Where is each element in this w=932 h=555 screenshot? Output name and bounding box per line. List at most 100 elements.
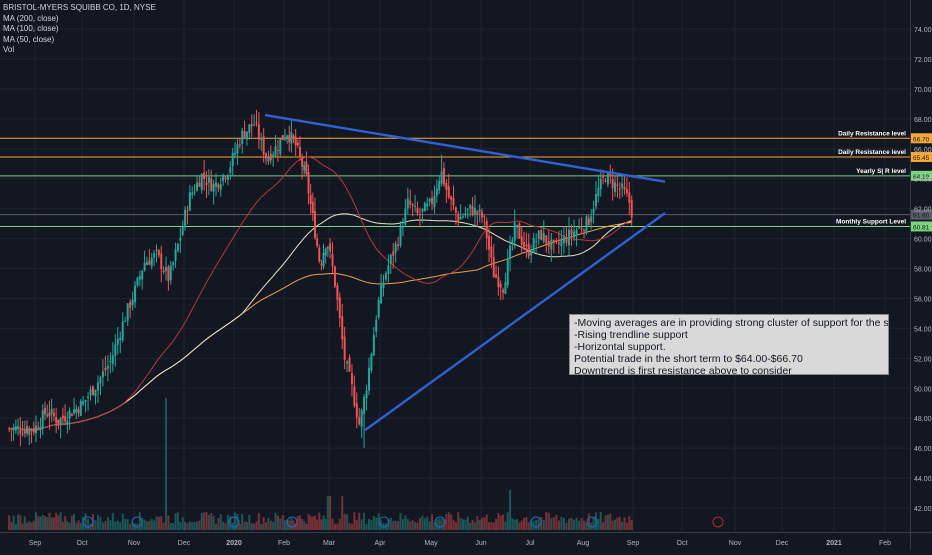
candle-body [8, 428, 11, 430]
volume-bar [473, 522, 476, 530]
volume-bar [547, 512, 550, 530]
candle-body [329, 243, 332, 252]
volume-bar [401, 519, 404, 530]
candle-body [248, 124, 251, 133]
volume-bar [50, 517, 53, 530]
volume-bar [502, 514, 505, 530]
volume-bar [537, 519, 540, 530]
volume-bar [188, 521, 191, 530]
volume-bar [215, 523, 218, 530]
ma-50-line [9, 156, 632, 431]
candle-body [509, 245, 512, 260]
volume-bar [509, 490, 512, 530]
volume-bar [307, 513, 310, 530]
volume-bar [462, 519, 465, 530]
downtrend-line[interactable] [264, 113, 666, 183]
candle-body [414, 205, 417, 207]
candle-body [35, 425, 38, 434]
candle-body [447, 186, 450, 198]
event-markers [82, 516, 724, 528]
candle-body [160, 253, 163, 270]
legend-ma-100[interactable]: MA (100, close) [3, 24, 59, 33]
volume-bar [495, 518, 498, 530]
price-tick-label: 74.00 [914, 27, 932, 34]
volume-bar [389, 517, 392, 530]
candle-body [111, 355, 114, 365]
volume-bar [55, 512, 58, 530]
volume-bar [380, 520, 383, 530]
candle-body [129, 302, 132, 309]
candle-body [311, 201, 314, 214]
volume-bar [298, 515, 301, 530]
volume-bar [466, 516, 469, 530]
volume-bar [106, 517, 109, 530]
volume-bar [269, 520, 272, 530]
time-tick-label: Oct [77, 540, 88, 547]
candle-body [411, 204, 414, 206]
candle-body [79, 401, 82, 416]
candle-body [21, 433, 24, 435]
volume-bar [447, 512, 450, 530]
volume-bar [77, 520, 80, 530]
volume-bar [476, 515, 479, 530]
level-price-tag-text: 60.81 [913, 224, 930, 231]
candle-body [353, 386, 356, 406]
legend-ma-50[interactable]: MA (50, close) [3, 34, 55, 44]
horizontal-levels: 66.70 Daily Resistance level 65.45 Daily Re… [0, 130, 932, 232]
candle-body [426, 203, 429, 207]
volume-bar [283, 520, 286, 530]
volume-bar [516, 518, 519, 530]
candle-body [433, 195, 436, 208]
candle-body [557, 242, 560, 245]
candle-body [57, 419, 60, 425]
candle-body [55, 417, 58, 424]
time-axis[interactable]: Sep Oct Nov Dec 2020 Feb Mar Apr May Jun Jul Aug Sep… [0, 532, 932, 548]
volume-bar [68, 522, 71, 530]
candle-body [454, 207, 457, 213]
volume-bar [311, 516, 314, 530]
volume-bar [305, 523, 308, 530]
legend-ma-200[interactable]: MA (200, close) [3, 13, 59, 23]
candle-body [365, 390, 368, 399]
price-axis[interactable]: 42.00 44.00 46.00 48.00 50.00 52.00 54.00 56.00… [910, 0, 932, 550]
volume-bar [492, 522, 495, 530]
volume-bar [121, 513, 124, 530]
volume-bar [224, 523, 227, 530]
candle-body [537, 230, 540, 239]
candle-body [488, 235, 491, 250]
legend-volume[interactable]: Vol [3, 45, 15, 54]
candle-body [590, 216, 593, 223]
candle-body [370, 354, 373, 371]
rising-support-line[interactable] [364, 212, 666, 432]
candle-body [478, 209, 481, 212]
candle-body [416, 207, 419, 214]
candle-body [52, 412, 55, 417]
candle-body [585, 216, 588, 233]
volume-bar [488, 522, 491, 530]
candle-body [39, 426, 42, 430]
candle-body [442, 168, 445, 185]
volume-bar [560, 516, 563, 530]
candle-body [43, 407, 46, 415]
volume-bar [397, 520, 400, 530]
level-label: Monthly Support Level [836, 218, 906, 225]
volume-bar [418, 518, 421, 530]
analysis-note[interactable]: -Moving averages are in providing strong… [569, 314, 911, 377]
candle-body [338, 297, 341, 319]
volume-bar [604, 515, 607, 530]
volume-bar [70, 515, 73, 530]
volume-bar [84, 513, 87, 530]
volume-bar [416, 522, 419, 530]
candle-body [167, 266, 170, 282]
legend-symbol[interactable]: BRISTOL-MYERS SQUIBB CO, 1D, NYSE [3, 3, 156, 12]
candle-body [241, 130, 244, 144]
candle-body [262, 135, 265, 155]
candle-body [222, 174, 225, 182]
candle-body [445, 182, 448, 190]
candle-body [621, 183, 624, 188]
volume-bar [19, 515, 22, 530]
volume-bar [621, 521, 624, 530]
trendlines[interactable] [264, 113, 666, 432]
